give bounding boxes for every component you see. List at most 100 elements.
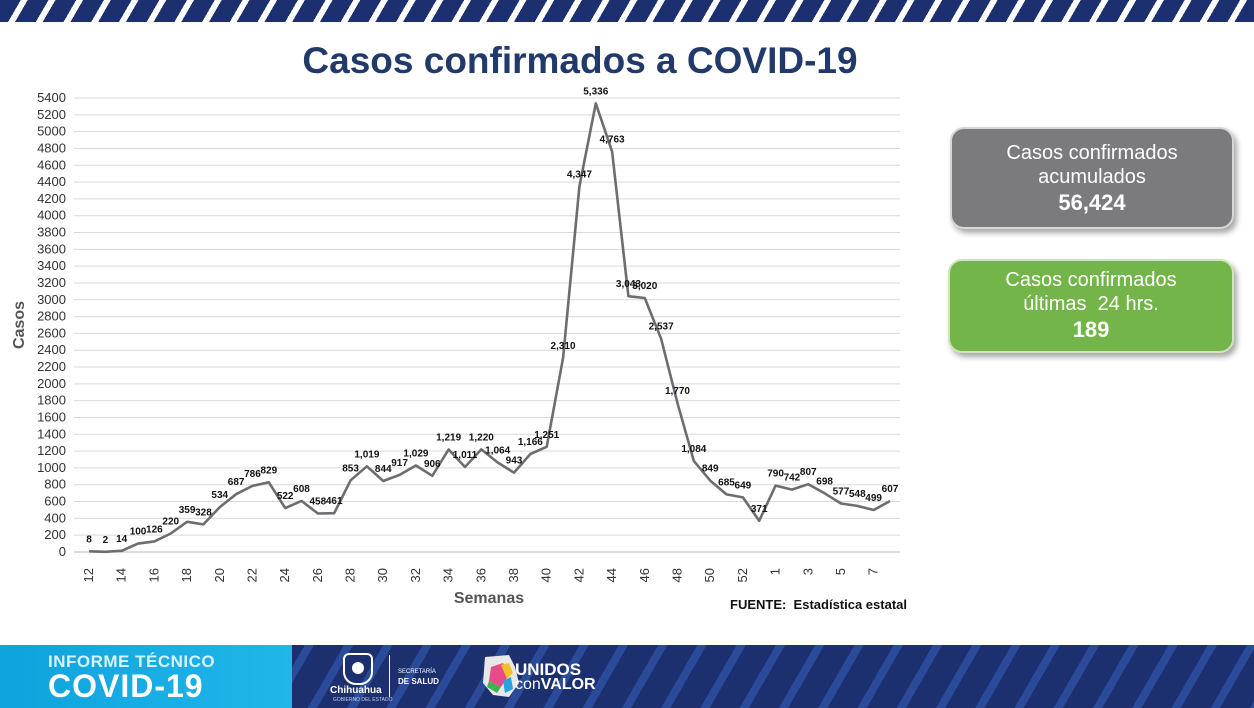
x-tick-label: 46 [637, 568, 652, 582]
data-label: 499 [865, 493, 882, 504]
data-label: 5,336 [583, 86, 608, 97]
x-tick-label: 34 [441, 568, 456, 582]
x-tick-label: 14 [114, 568, 129, 582]
slogan-line1: UNIDOS [515, 660, 582, 679]
x-tick-label: 30 [375, 568, 390, 582]
data-label: 100 [130, 527, 147, 538]
data-label: 328 [195, 507, 212, 518]
data-label: 4,763 [600, 135, 625, 146]
y-tick-label: 0 [59, 544, 66, 559]
unidos-map-logo-icon [483, 655, 519, 697]
data-label: 1,251 [534, 430, 559, 441]
data-label: 1,084 [681, 444, 706, 455]
data-label: 126 [146, 524, 163, 535]
y-tick-label: 5200 [37, 107, 66, 122]
state-seal-icon [343, 653, 373, 685]
data-label: 687 [228, 477, 245, 488]
data-label: 807 [800, 467, 817, 478]
last24-cases-box: Casos confirmados últimas 24 hrs. 189 [948, 259, 1234, 353]
top-stripe-banner [0, 0, 1254, 22]
data-label: 1,011 [453, 450, 478, 461]
y-tick-label: 400 [44, 510, 66, 525]
data-label: 3,043 [616, 279, 641, 290]
data-label: 786 [244, 469, 261, 480]
y-tick-label: 4200 [37, 191, 66, 206]
y-tick-label: 800 [44, 477, 66, 492]
x-tick-label: 44 [604, 568, 619, 582]
data-label: 1,219 [436, 433, 461, 444]
grid-lines [74, 97, 900, 553]
y-tick-label: 4400 [37, 174, 66, 189]
accumulated-cases-box: Casos confirmados acumulados 56,424 [950, 127, 1234, 229]
y-tick-label: 3800 [37, 225, 66, 240]
series-line [88, 102, 891, 554]
x-tick-label: 40 [539, 568, 554, 582]
x-tick-label: 7 [866, 568, 881, 575]
x-tick-label: 1 [768, 568, 783, 575]
y-tick-label: 2000 [37, 376, 66, 391]
x-tick-label: 24 [277, 568, 292, 582]
data-label: 853 [342, 463, 359, 474]
x-tick-label: 3 [800, 568, 815, 575]
last24-label-line2: últimas 24 hrs. [1023, 293, 1159, 315]
data-label: 607 [882, 484, 899, 495]
y-tick-label: 4800 [37, 140, 66, 155]
data-label: 917 [391, 458, 408, 469]
data-label: 359 [179, 505, 196, 516]
dept-line1: SECRETARÍA [398, 669, 436, 675]
footer-divider [389, 655, 390, 697]
data-label: 1,166 [518, 437, 543, 448]
footer-banner: INFORME TÉCNICO COVID-19 Chihuahua GOBIE… [0, 645, 1254, 708]
y-tick-label: 3600 [37, 241, 66, 256]
x-tick-label: 50 [702, 568, 717, 582]
data-label: 1,064 [485, 446, 510, 457]
data-label: 3,020 [632, 281, 657, 292]
accumulated-label-line2: acumulados [1038, 166, 1146, 188]
data-label: 2,537 [649, 322, 674, 333]
data-label: 742 [784, 473, 801, 484]
accumulated-value: 56,424 [1058, 190, 1126, 215]
data-label: 2 [103, 535, 109, 546]
data-label: 534 [211, 490, 228, 501]
y-tick-label: 2600 [37, 325, 66, 340]
y-tick-label: 2800 [37, 309, 66, 324]
data-label: 14 [116, 534, 128, 545]
state-name: Chihuahua [330, 685, 382, 696]
x-tick-label: 16 [146, 568, 161, 582]
y-tick-label: 1400 [37, 426, 66, 441]
y-tick-label: 4000 [37, 208, 66, 223]
y-tick-label: 5000 [37, 124, 66, 139]
x-tick-label: 42 [571, 568, 586, 582]
report-title-line2: COVID-19 [48, 668, 204, 704]
y-axis-label: Casos [11, 301, 28, 349]
x-tick-label: 22 [244, 568, 259, 582]
data-label: 577 [833, 486, 850, 497]
x-axis-label: Semanas [454, 590, 524, 607]
chart-title: Casos confirmados a COVID-19 [302, 40, 858, 81]
data-label: 4,347 [567, 170, 592, 181]
dept-line2: DE SALUD [398, 677, 439, 686]
x-axis-ticks: 12 14 16 18 20 22 24 26 28 30 32 34 36 38 40 42 44 46 48 50… [81, 568, 881, 582]
report-title-line1: INFORME TÉCNICO [48, 652, 216, 671]
x-tick-label: 52 [735, 568, 750, 582]
data-label: 461 [326, 496, 343, 507]
y-tick-label: 3000 [37, 292, 66, 307]
cases-line-chart: 0200400600800100012001400160018002000220… [11, 86, 900, 607]
slogan-valor: VALOR [540, 676, 596, 693]
last24-value: 189 [1072, 317, 1110, 342]
report-badge: INFORME TÉCNICO COVID-19 [0, 645, 292, 708]
x-tick-label: 38 [506, 568, 521, 582]
data-label: 844 [375, 464, 392, 475]
data-label: 371 [751, 504, 768, 515]
data-label: 849 [702, 464, 719, 475]
y-tick-label: 200 [44, 527, 66, 542]
x-tick-label: 12 [81, 568, 96, 582]
last24-label-line1: Casos confirmados [1005, 269, 1177, 291]
y-tick-label: 3200 [37, 275, 66, 290]
y-tick-label: 600 [44, 494, 66, 509]
data-label: 608 [293, 484, 310, 495]
y-tick-label: 4600 [37, 157, 66, 172]
data-label: 829 [260, 465, 277, 476]
x-tick-label: 48 [669, 568, 684, 582]
